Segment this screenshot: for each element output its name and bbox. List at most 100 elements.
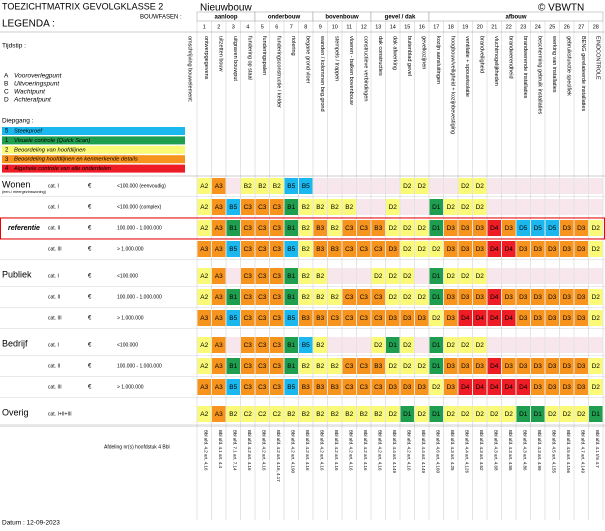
- cell-code: B3: [316, 225, 324, 232]
- cell-code: C3: [273, 363, 282, 370]
- column-number: 19: [462, 24, 468, 30]
- cell-code: A3: [215, 315, 223, 322]
- cell: [212, 289, 226, 305]
- column-number: 17: [433, 24, 439, 30]
- cell: [255, 406, 269, 422]
- column-reference: Bbl afd. 4.2 art. 4.16: [320, 430, 325, 471]
- cell: [444, 199, 458, 215]
- cell-code: D4: [476, 384, 485, 391]
- cell: [255, 199, 269, 215]
- category: cat. I: [48, 183, 59, 189]
- cell-code: B1: [229, 225, 237, 232]
- column-reference: Bbl afd. 7.1 art. 7.14: [233, 430, 238, 471]
- cell-code: B1: [287, 342, 295, 349]
- depth-number: 5: [5, 129, 9, 135]
- cell: [458, 289, 472, 305]
- cell: [241, 358, 255, 374]
- column-number: 5: [261, 24, 264, 30]
- currency: €: [88, 316, 92, 322]
- cell: [371, 268, 385, 284]
- timing-code: A: [4, 73, 9, 80]
- cell-code: D2: [418, 225, 427, 232]
- cell: [574, 379, 588, 395]
- cell-code: D3: [389, 315, 398, 322]
- cell: [212, 406, 226, 422]
- cell-code: B5: [287, 315, 295, 322]
- column-reference: Bbl afd. 4.3 art. 4.55: [508, 430, 513, 471]
- cell-code: B1: [287, 273, 295, 280]
- cell: [400, 310, 414, 326]
- cell: [255, 379, 269, 395]
- cell-code: D4: [505, 246, 514, 253]
- cell: [226, 406, 240, 422]
- cell-code: D2: [577, 411, 586, 418]
- cell: [284, 358, 298, 374]
- cell: [589, 199, 603, 215]
- cell-code: D5: [548, 225, 557, 232]
- cell: [473, 289, 487, 305]
- column-element: ventilatie + spouwisolatie: [464, 36, 470, 97]
- cell-code: D2: [563, 411, 572, 418]
- cell: [313, 178, 327, 194]
- column-number: 14: [390, 24, 396, 30]
- cell-code: D3: [447, 246, 456, 253]
- cell: [444, 268, 458, 284]
- depth-swatch: [2, 127, 185, 135]
- cell: [473, 358, 487, 374]
- cell: [212, 199, 226, 215]
- cell: [284, 220, 298, 236]
- category: cat. I+II+III: [48, 411, 72, 417]
- cell: [299, 241, 313, 257]
- category: cat. III: [48, 315, 62, 321]
- references-label: Afdeling nr(s) hoofdstuk 4 Bbl: [104, 444, 170, 450]
- column-reference: Bbl afd. 4.3 art. 4.25: [450, 430, 455, 471]
- cell: [516, 337, 530, 353]
- cell: [371, 199, 385, 215]
- depth-text: Beoordeling hoofdlijnen en kenmerkende d…: [14, 157, 138, 163]
- depth-number: 4: [5, 166, 9, 172]
- cell-code: D3: [403, 315, 412, 322]
- cell-code: A2: [200, 363, 208, 370]
- cell-code: B2: [331, 363, 339, 370]
- section-label: Bedrijf: [2, 338, 28, 348]
- cell: [357, 268, 371, 284]
- category: cat. II: [48, 225, 60, 231]
- column-reference: Bbl afd. 4.5 art. 4.156: [566, 430, 571, 474]
- cell: [487, 406, 501, 422]
- column-element: dak afwerking: [391, 36, 397, 70]
- timing-text: Vooroverlegpunt: [14, 73, 63, 80]
- cell-code: C3: [331, 315, 340, 322]
- cell-code: C3: [374, 294, 383, 301]
- timing-code: D: [4, 97, 9, 104]
- cell-code: D3: [461, 246, 470, 253]
- cell-code: D1: [432, 225, 441, 232]
- cell: [473, 199, 487, 215]
- cell: [270, 337, 284, 353]
- cell: [415, 241, 429, 257]
- cell: [589, 289, 603, 305]
- cell: [284, 337, 298, 353]
- cell-code: D4: [490, 246, 499, 253]
- cell: [241, 199, 255, 215]
- timing-text: Achterafpunt: [13, 97, 52, 104]
- cell: [400, 268, 414, 284]
- column-element: brandwerende installaties: [522, 36, 528, 99]
- cell: [560, 199, 574, 215]
- cell-code: D3: [447, 225, 456, 232]
- cell: [444, 241, 458, 257]
- cell: [458, 199, 472, 215]
- cell: [415, 268, 429, 284]
- cell-code: D3: [447, 315, 456, 322]
- cell: [531, 337, 545, 353]
- cell-code: C3: [345, 246, 354, 253]
- cell-code: D3: [534, 294, 543, 301]
- column-element: vluchtmogelijkheden: [493, 36, 499, 86]
- cell: [415, 379, 429, 395]
- cell: [386, 178, 400, 194]
- cell-code: D2: [476, 342, 485, 349]
- cell-code: D1: [432, 342, 441, 349]
- cell: [371, 337, 385, 353]
- column-reference: Bbl afd. 4.1 art. 4.4: [218, 430, 223, 469]
- cell-code: C3: [273, 225, 282, 232]
- column-reference: Bbl afd. 4.2 art. 4.16: [305, 430, 310, 471]
